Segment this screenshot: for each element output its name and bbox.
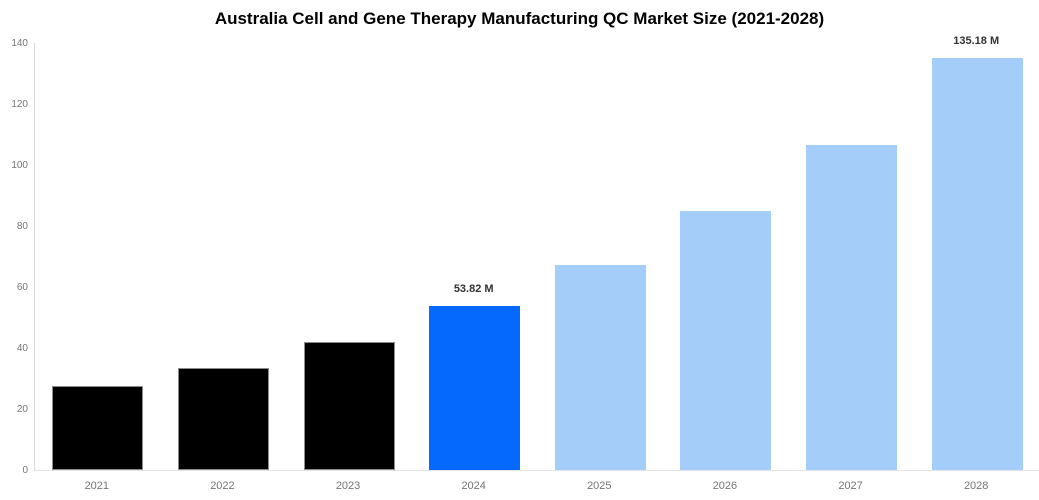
bar-2021 — [52, 386, 144, 470]
bar-2026 — [680, 211, 772, 470]
x-axis-tick-label-2025: 2025 — [587, 480, 612, 492]
bar-2023 — [303, 341, 395, 470]
y-axis-tick-label: 20 — [16, 403, 28, 415]
x-axis-tick-label-2023: 2023 — [335, 480, 361, 492]
x-axis-tick-label-2022: 2022 — [210, 480, 235, 492]
plot-area — [34, 43, 1039, 471]
bar-2028 — [931, 57, 1023, 470]
x-axis-tick-label-2024: 2024 — [461, 480, 486, 492]
y-axis-tick-label: 40 — [16, 342, 28, 354]
x-axis-tick-label-2027: 2027 — [838, 480, 863, 492]
y-axis-tick-label: 140 — [11, 37, 28, 49]
y-axis-tick-label: 80 — [16, 220, 28, 232]
bar-2024 — [429, 305, 521, 470]
bar-2025 — [554, 265, 646, 470]
bar-value-label-2028: 135.18 M — [953, 34, 1000, 47]
y-axis-tick-label: 120 — [11, 98, 28, 110]
chart-title: Australia Cell and Gene Therapy Manufact… — [214, 9, 825, 28]
bar-value-label-2024: 53.82 M — [453, 282, 494, 295]
x-axis-tick-label-2028: 2028 — [963, 480, 989, 492]
x-axis-tick-label-2021: 2021 — [84, 480, 110, 492]
bar-2022 — [177, 367, 269, 470]
y-axis-tick-label: 100 — [11, 159, 28, 171]
y-axis-tick-label: 60 — [16, 281, 28, 293]
y-axis-tick-label: 0 — [22, 464, 28, 476]
x-axis-tick-label-2026: 2026 — [712, 480, 738, 492]
bar-2027 — [806, 144, 898, 470]
